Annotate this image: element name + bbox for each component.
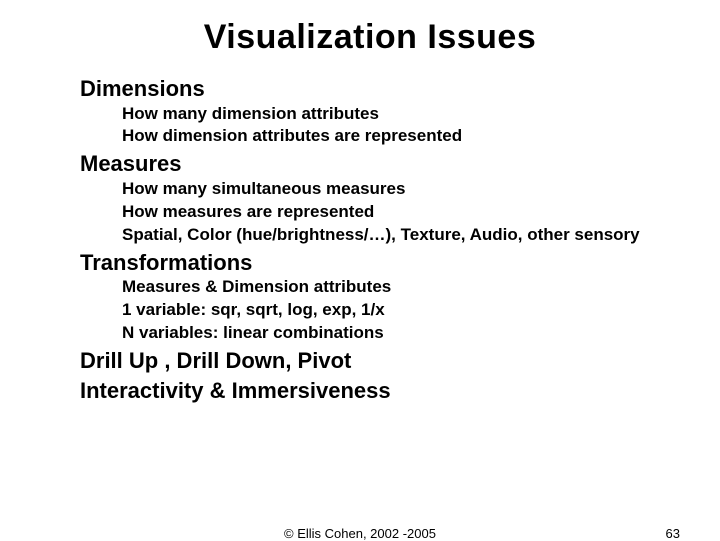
- section-item: 1 variable: sqr, sqrt, log, exp, 1/x: [122, 299, 660, 322]
- page-number: 63: [666, 526, 680, 541]
- section-item: How measures are represented: [122, 201, 660, 224]
- section-heading: Dimensions: [80, 75, 660, 103]
- section-item: Measures & Dimension attributes: [122, 276, 660, 299]
- copyright-text: © Ellis Cohen, 2002 -2005: [0, 526, 720, 541]
- section-heading: Interactivity & Immersiveness: [80, 377, 660, 405]
- section-heading: Measures: [80, 150, 660, 178]
- section-item: How dimension attributes are represented: [122, 125, 660, 148]
- section-heading: Transformations: [80, 249, 660, 277]
- section-item: How many simultaneous measures: [122, 178, 660, 201]
- section-item: How many dimension attributes: [122, 103, 660, 126]
- section-item: Spatial, Color (hue/brightness/…), Textu…: [122, 224, 660, 247]
- section-heading: Drill Up , Drill Down, Pivot: [80, 347, 660, 375]
- slide-title: Visualization Issues: [80, 18, 660, 57]
- slide: Visualization Issues Dimensions How many…: [0, 0, 720, 540]
- section-item: N variables: linear combinations: [122, 322, 660, 345]
